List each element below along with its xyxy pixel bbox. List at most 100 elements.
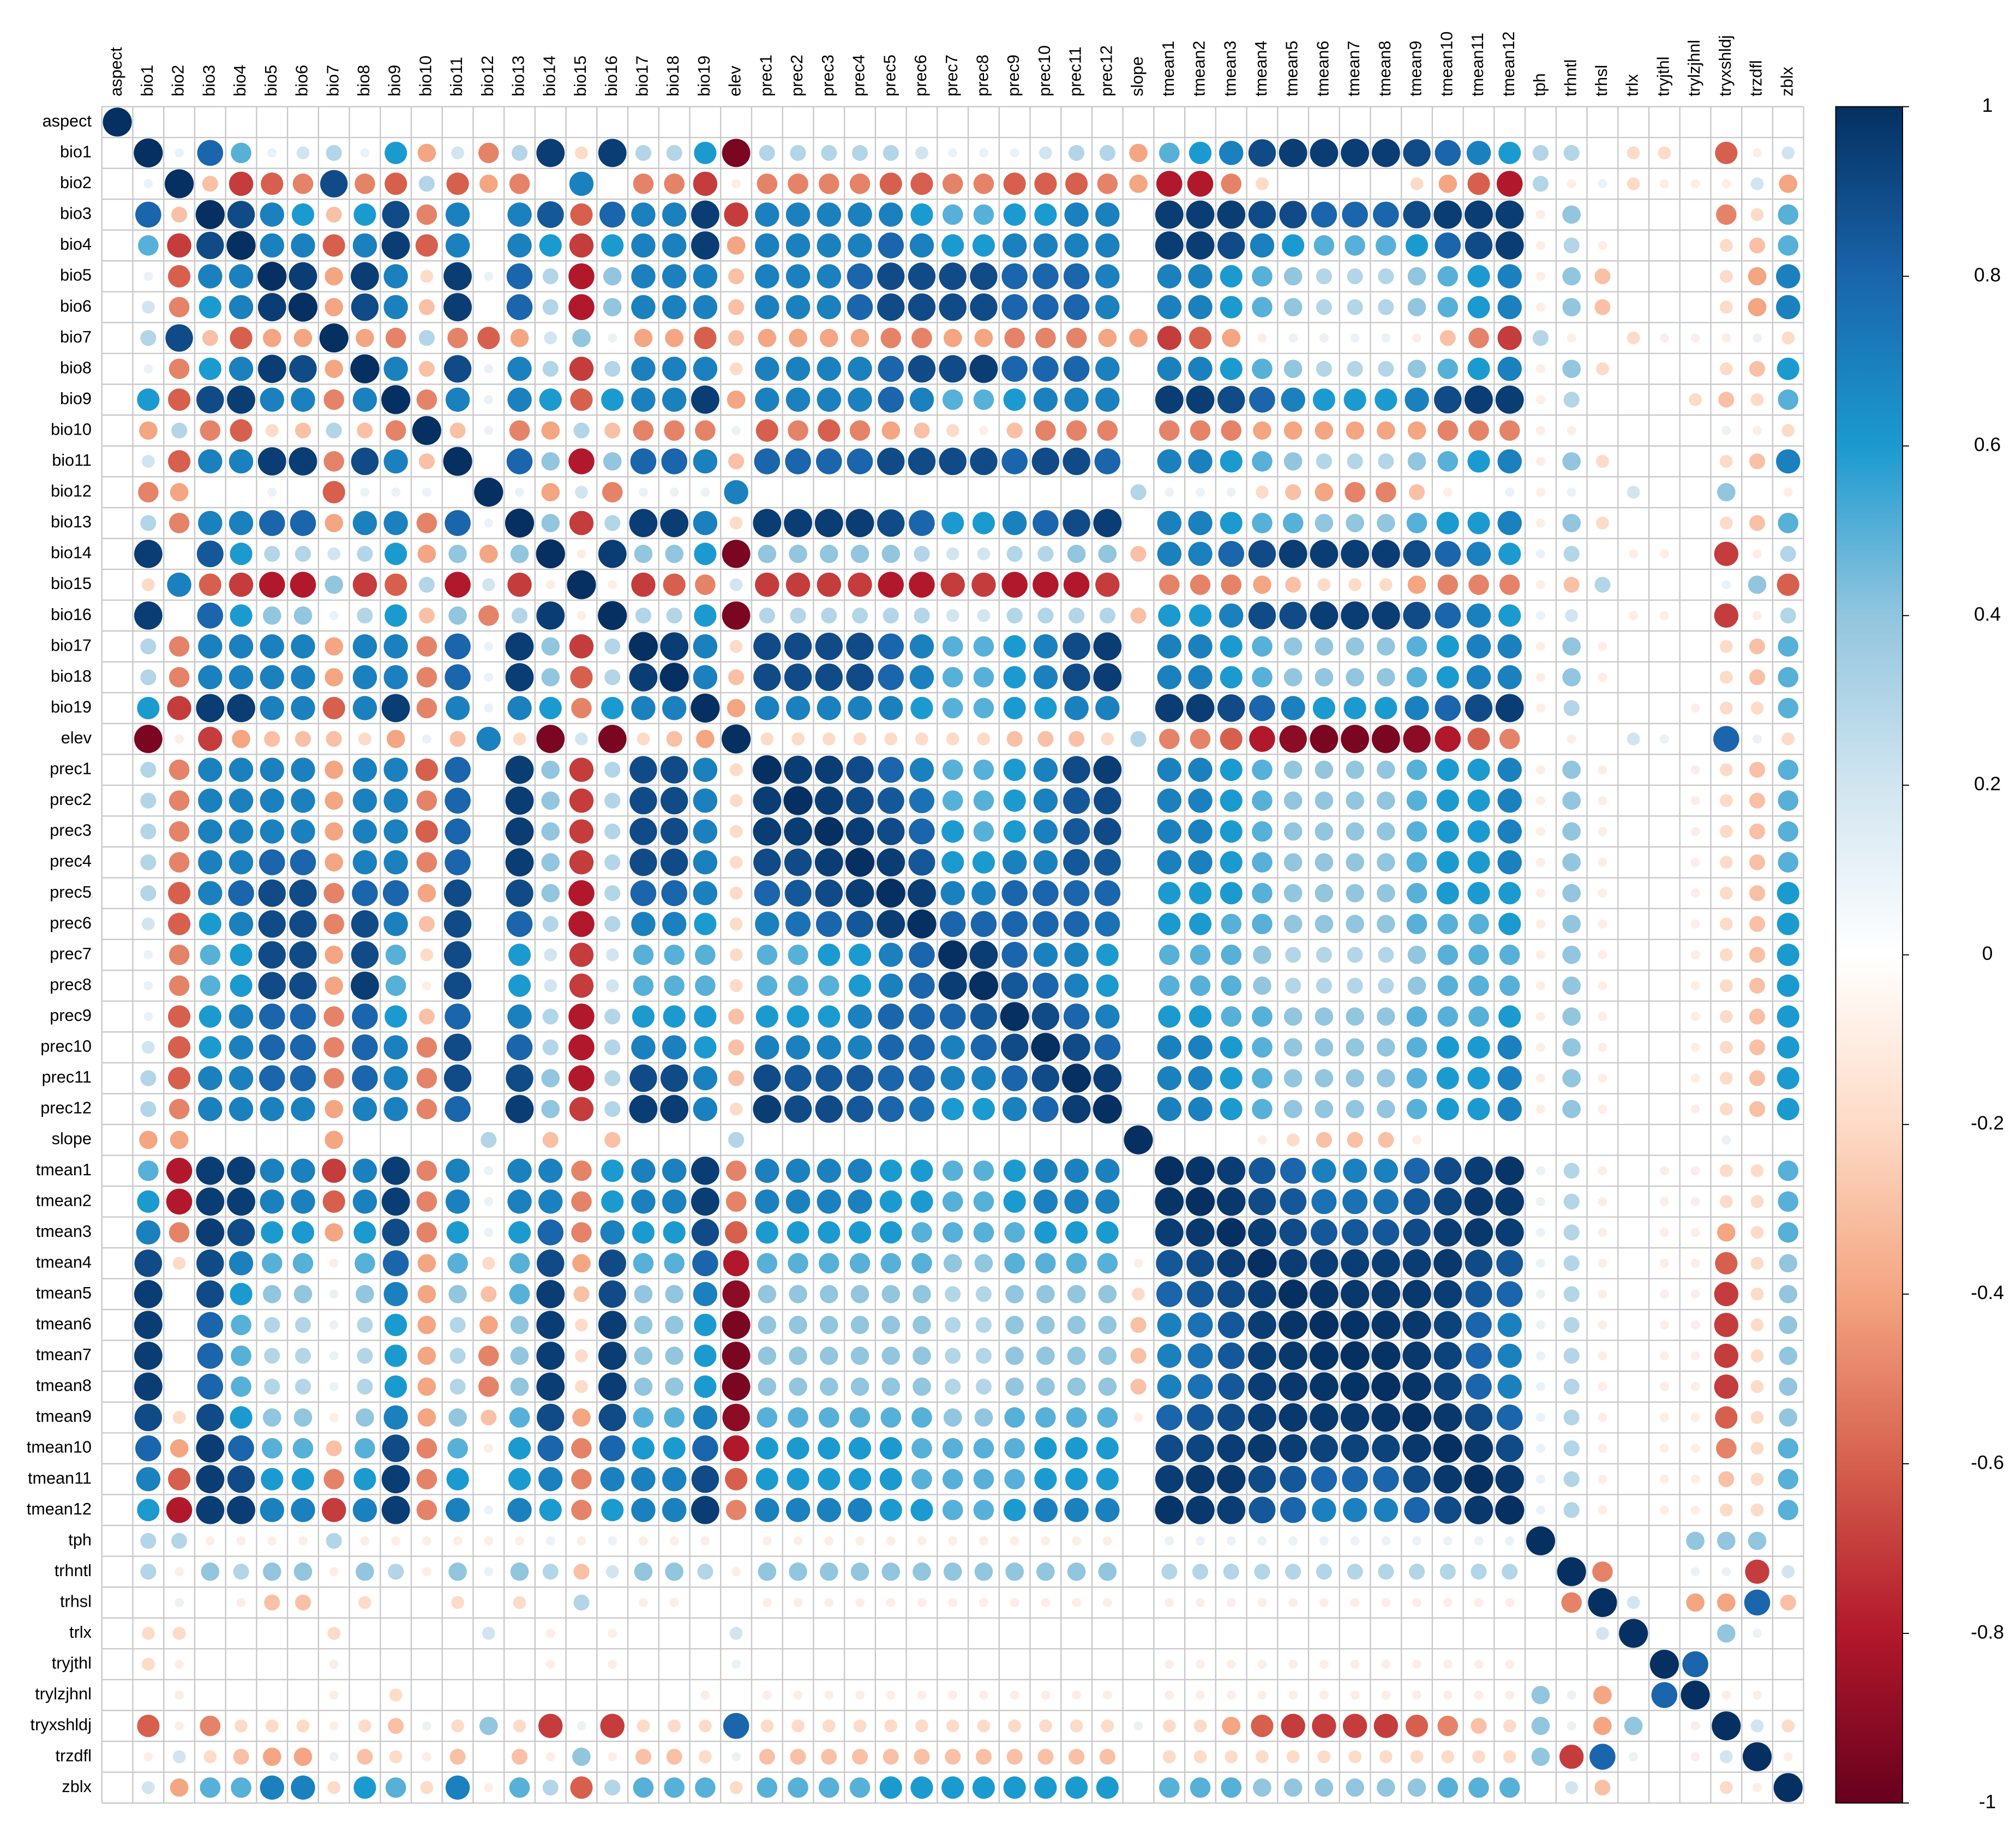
correlation-circle bbox=[793, 1598, 803, 1607]
correlation-circle bbox=[911, 1438, 932, 1459]
correlation-circle bbox=[1033, 1096, 1059, 1122]
correlation-circle bbox=[1719, 239, 1733, 252]
correlation-circle bbox=[134, 1342, 163, 1370]
correlation-circle bbox=[1497, 510, 1522, 536]
row-label: tph bbox=[68, 1530, 92, 1549]
correlation-circle bbox=[1467, 851, 1490, 874]
correlation-circle bbox=[1433, 1372, 1462, 1401]
correlation-circle bbox=[846, 910, 874, 937]
correlation-circle bbox=[1495, 1218, 1524, 1247]
correlation-circle bbox=[1536, 1444, 1545, 1453]
correlation-circle bbox=[1283, 1099, 1303, 1119]
correlation-circle bbox=[1719, 763, 1733, 777]
correlation-circle bbox=[1310, 539, 1339, 568]
correlation-circle bbox=[722, 1372, 751, 1401]
correlation-circle bbox=[1283, 1038, 1303, 1057]
correlation-circle bbox=[1777, 357, 1799, 380]
correlation-circle bbox=[1069, 145, 1085, 161]
correlation-circle bbox=[261, 1253, 283, 1274]
correlation-circle bbox=[604, 792, 621, 809]
correlation-circle bbox=[1252, 790, 1273, 811]
correlation-circle bbox=[1093, 755, 1122, 784]
correlation-circle bbox=[1412, 1690, 1421, 1700]
correlation-circle bbox=[878, 696, 903, 720]
correlation-circle bbox=[325, 359, 343, 378]
correlation-circle bbox=[1562, 205, 1581, 224]
correlation-circle bbox=[1719, 917, 1733, 931]
correlation-circle bbox=[1778, 790, 1799, 811]
column-label: bio7 bbox=[323, 65, 342, 97]
correlation-circle bbox=[722, 601, 751, 630]
correlation-circle bbox=[1659, 1351, 1669, 1361]
correlation-circle bbox=[1750, 1380, 1764, 1393]
correlation-circle bbox=[1188, 665, 1213, 690]
correlation-circle bbox=[1412, 1135, 1421, 1145]
correlation-circle bbox=[1434, 386, 1462, 414]
correlation-circle bbox=[1157, 634, 1181, 659]
correlation-circle bbox=[351, 941, 379, 969]
correlation-circle bbox=[940, 881, 965, 905]
correlation-circle bbox=[819, 1562, 838, 1581]
correlation-circle bbox=[1536, 1320, 1545, 1330]
correlation-circle bbox=[1753, 611, 1762, 621]
correlation-circle bbox=[1252, 513, 1273, 533]
correlation-circle bbox=[1443, 1690, 1453, 1700]
correlation-circle bbox=[1377, 1778, 1395, 1797]
correlation-circle bbox=[1536, 1043, 1545, 1052]
correlation-circle bbox=[1464, 1464, 1493, 1494]
correlation-circle bbox=[818, 1407, 839, 1428]
correlation-circle bbox=[1596, 516, 1609, 530]
correlation-circle bbox=[660, 848, 688, 876]
correlation-circle bbox=[727, 236, 746, 255]
correlation-circle bbox=[1189, 1005, 1212, 1028]
correlation-circle bbox=[1436, 1036, 1459, 1059]
correlation-circle bbox=[1283, 359, 1303, 378]
correlation-circle bbox=[1536, 1258, 1545, 1268]
correlation-circle bbox=[1497, 1343, 1522, 1368]
correlation-circle bbox=[814, 817, 844, 846]
correlation-circle bbox=[1067, 1377, 1086, 1396]
correlation-circle bbox=[1001, 263, 1028, 290]
correlation-circle bbox=[1129, 143, 1148, 163]
correlation-circle bbox=[1495, 200, 1524, 229]
correlation-circle bbox=[973, 698, 994, 719]
correlation-circle bbox=[1748, 267, 1767, 286]
correlation-circle bbox=[972, 512, 995, 534]
correlation-circle bbox=[1659, 1197, 1669, 1206]
correlation-circle bbox=[787, 1437, 809, 1460]
correlation-circle bbox=[631, 264, 656, 289]
correlation-circle bbox=[879, 1437, 902, 1460]
correlation-circle bbox=[1753, 1783, 1762, 1793]
correlation-circle bbox=[140, 761, 157, 778]
correlation-circle bbox=[326, 422, 342, 438]
correlation-circle bbox=[631, 1158, 656, 1183]
correlation-circle bbox=[1381, 1536, 1391, 1546]
correlation-circle bbox=[1377, 791, 1395, 810]
correlation-circle bbox=[729, 516, 743, 530]
correlation-circle bbox=[418, 330, 435, 346]
correlation-circle bbox=[1220, 882, 1243, 905]
correlation-circle bbox=[938, 971, 967, 1000]
column-label: tmean7 bbox=[1345, 41, 1363, 97]
correlation-circle bbox=[443, 910, 472, 938]
correlation-circle bbox=[1536, 703, 1545, 713]
correlation-circle bbox=[973, 1469, 994, 1489]
correlation-circle bbox=[1719, 979, 1733, 993]
colorbar-tick-label: 0.8 bbox=[1974, 265, 2001, 286]
correlation-circle bbox=[1186, 1404, 1214, 1431]
correlation-circle bbox=[171, 206, 188, 223]
correlation-circle bbox=[941, 851, 964, 874]
column-label: bio11 bbox=[447, 57, 466, 97]
correlation-circle bbox=[1187, 1374, 1213, 1399]
correlation-circle bbox=[598, 1403, 626, 1432]
row-label: slope bbox=[52, 1129, 92, 1148]
correlation-circle bbox=[942, 173, 963, 194]
correlation-circle bbox=[725, 1191, 747, 1212]
correlation-circle bbox=[939, 293, 967, 321]
correlation-circle bbox=[970, 911, 997, 937]
correlation-circle bbox=[729, 856, 743, 869]
correlation-circle bbox=[352, 1158, 377, 1183]
correlation-circle bbox=[910, 1776, 933, 1799]
correlation-circle bbox=[484, 641, 494, 651]
correlation-circle bbox=[1064, 387, 1089, 412]
